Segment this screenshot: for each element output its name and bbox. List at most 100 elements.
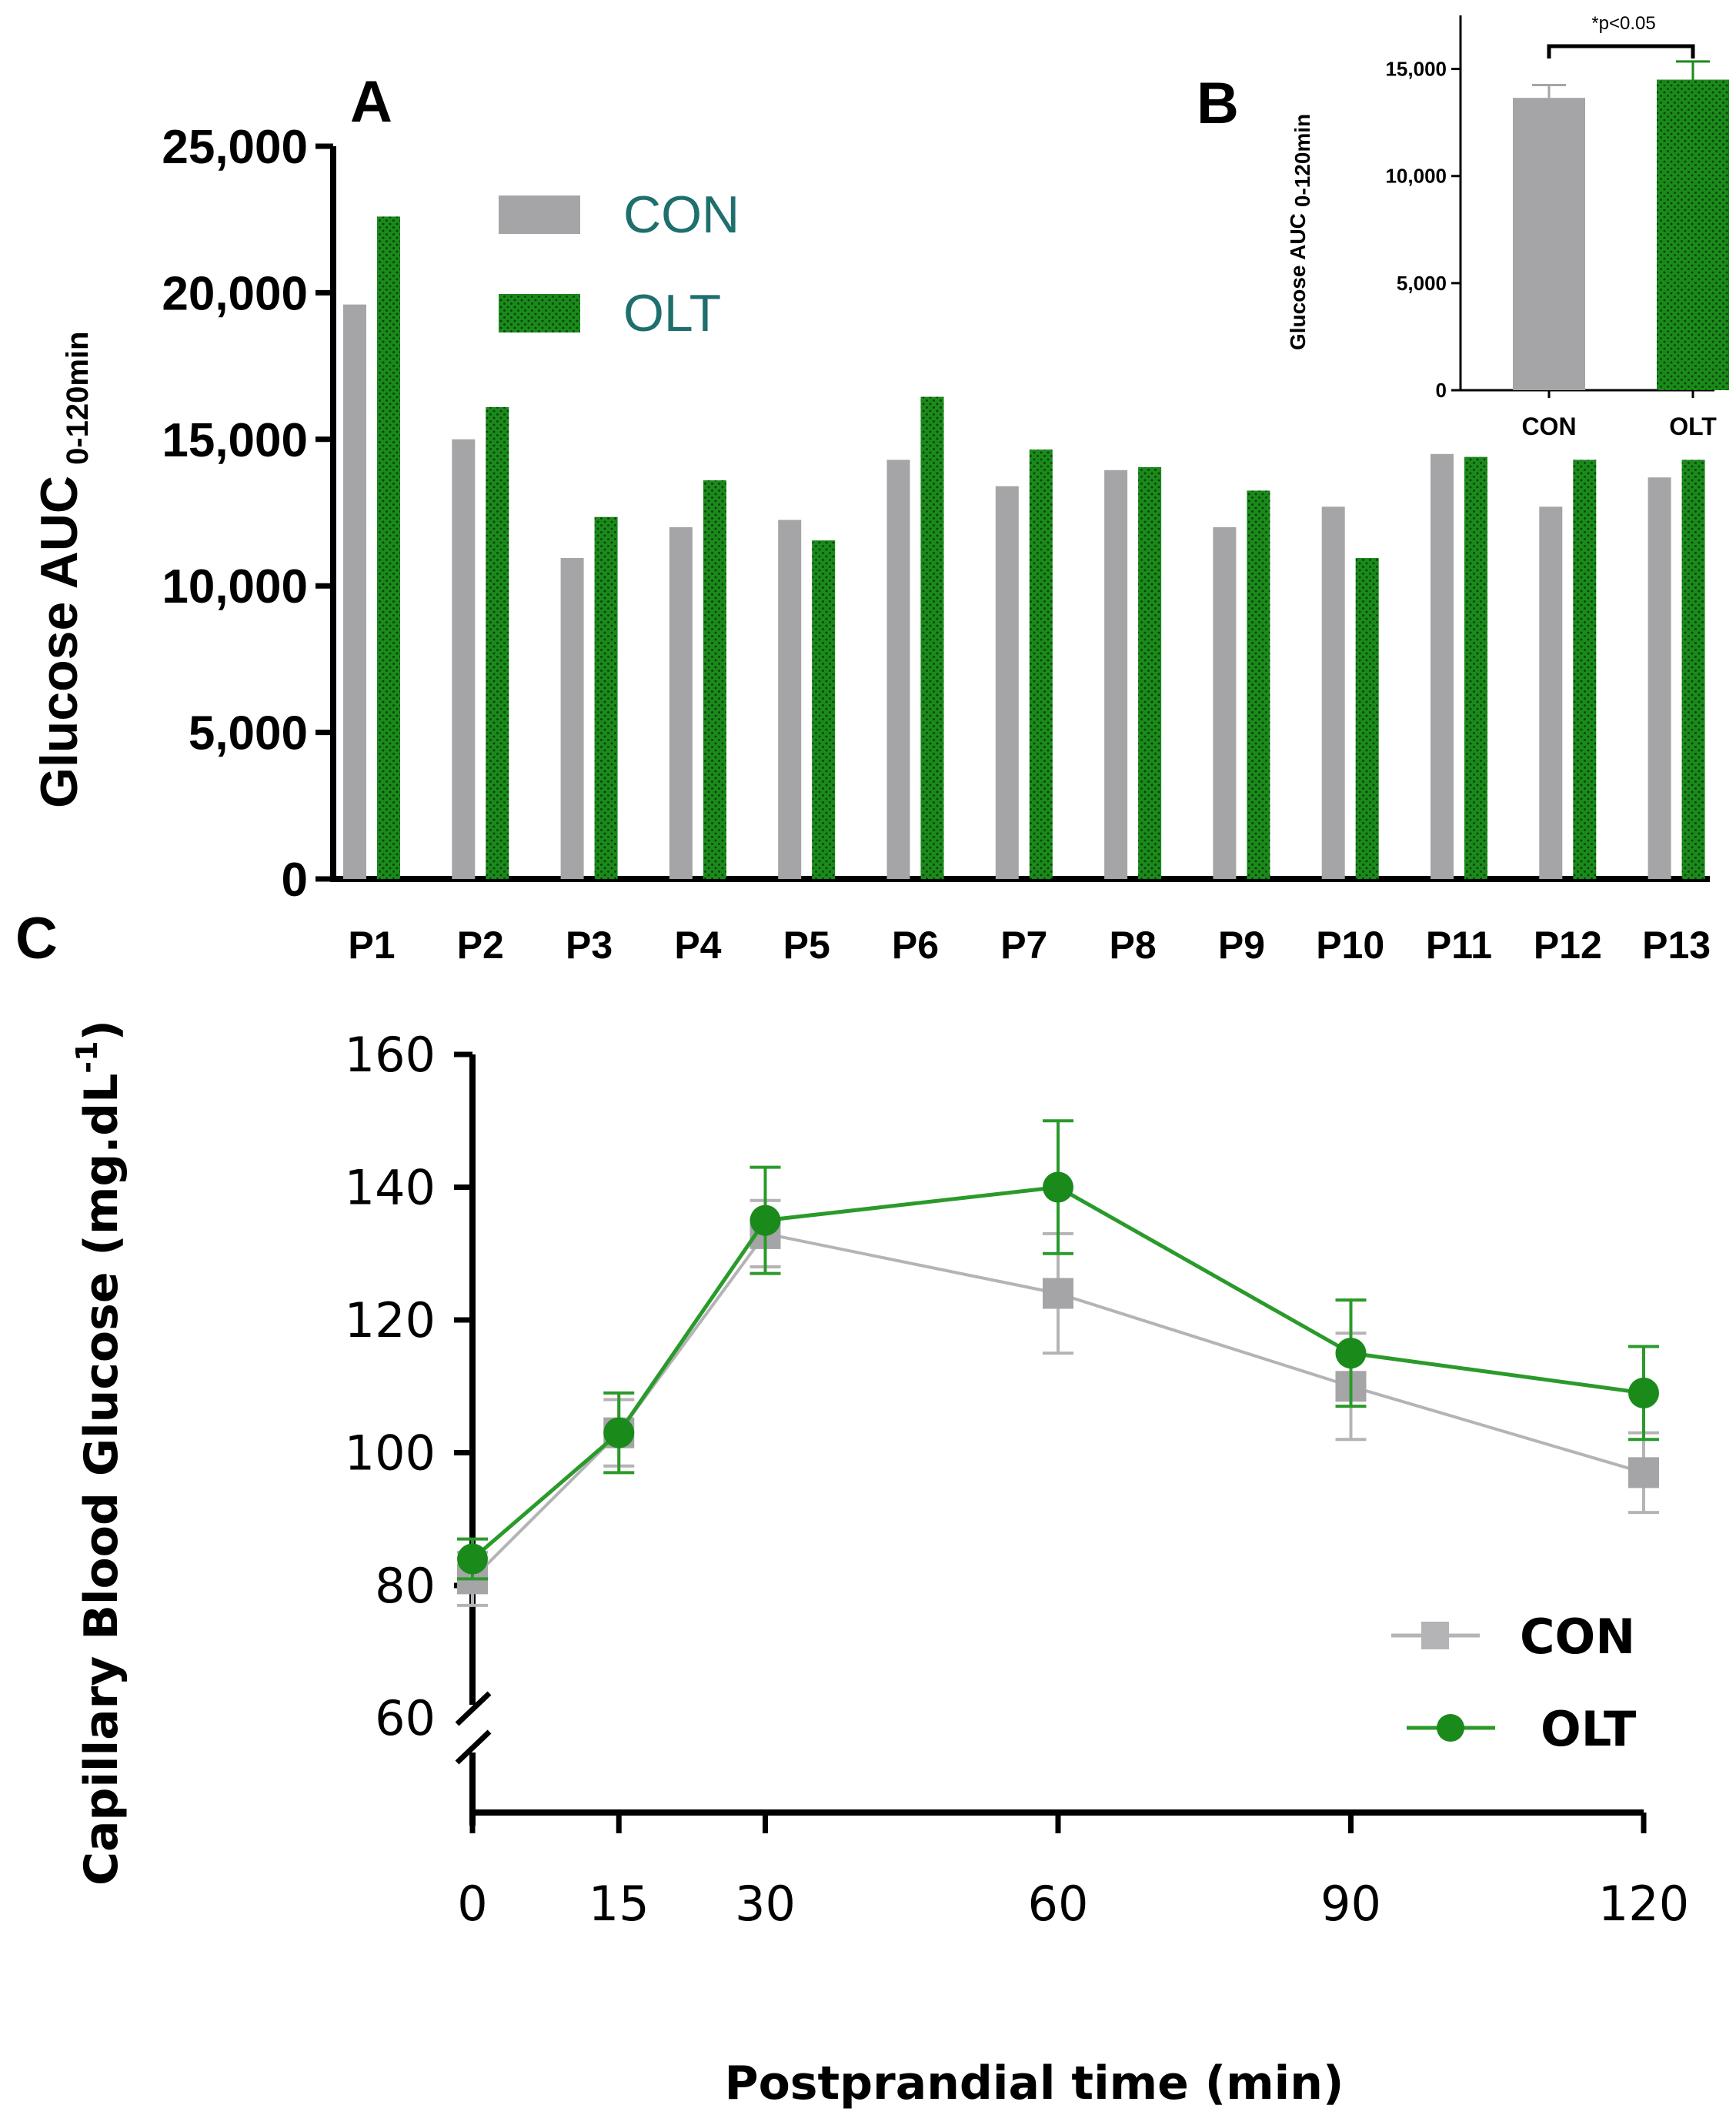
panel-a-x-tick-label: P8	[1110, 924, 1157, 967]
panel-a-x-tick-label: P13	[1642, 924, 1711, 967]
panel-c-point-olt	[457, 1543, 488, 1575]
panel-a-x-tick-label: P6	[892, 924, 939, 967]
panel-a-bar-olt	[1681, 459, 1705, 879]
panel-a-bar-con	[452, 439, 476, 879]
panel-a-y-tick-label: 10,000	[162, 560, 308, 613]
panel-a-bar-olt	[920, 396, 944, 879]
panel-a-bar-olt	[594, 516, 618, 879]
panel-c-point-olt	[1628, 1377, 1659, 1408]
panel-a-bar-olt	[1138, 466, 1162, 879]
panel-a-bar-chart: 0 5,000 10,000 15,000 20,000 25,000 P1 P2 P3 P4 P…	[30, 121, 1711, 967]
panel-b-x-tick-label: OLT	[1669, 413, 1717, 440]
panel-c-point-con	[1628, 1457, 1659, 1489]
panel-b-y-axis-title: Glucose AUC 0-120min	[1286, 114, 1314, 350]
panel-a-bar-con	[1431, 453, 1454, 879]
panel-b-y-axis-title-main: Glucose AUC	[1286, 213, 1310, 350]
panel-a-x-tick-label: P7	[1000, 924, 1047, 967]
panel-b-y-tick-label: 10,000	[1385, 165, 1447, 188]
panel-a-x-tick-label: P1	[348, 924, 395, 967]
panel-c-y-tick-label: 140	[345, 1160, 436, 1216]
panel-c-y-axis-title: Capillary Blood Glucose (mg.dL-1)	[70, 1020, 129, 1886]
panel-a-bar-con	[1539, 506, 1563, 879]
panel-b-significance-label: *p<0.05	[1591, 13, 1655, 34]
panel-c-point-olt	[1043, 1171, 1073, 1203]
panel-a-x-tick-label: P11	[1426, 924, 1492, 967]
panel-c-point-olt	[603, 1417, 635, 1448]
panel-a-x-tick-label: P10	[1316, 924, 1384, 967]
panel-c-x-tick-label: 120	[1598, 1876, 1689, 1932]
panel-c-point-con	[1043, 1278, 1073, 1309]
panel-label-b: B	[1197, 71, 1239, 136]
panel-a-y-tick-label: 5,000	[189, 707, 308, 760]
panel-b-bar-con	[1513, 98, 1585, 390]
panel-c-x-tick-label: 15	[589, 1876, 649, 1932]
panel-b-bar-olt	[1657, 79, 1729, 390]
panel-c-legend-con-label: CON	[1520, 1609, 1635, 1665]
panel-a-bar-con	[995, 486, 1019, 879]
panel-a-legend-olt-label: OLT	[623, 284, 721, 342]
panel-b-y-tick-label: 15,000	[1385, 58, 1447, 81]
panel-c-legend-olt-marker	[1437, 1714, 1464, 1742]
panel-a-bar-con	[343, 304, 366, 880]
panel-a-bar-olt	[1464, 456, 1487, 879]
panel-a-bar-con	[669, 527, 693, 879]
panel-a-y-tick-label: 0	[282, 854, 308, 907]
panel-a-y-tick-label: 20,000	[162, 267, 308, 320]
panel-a-bar-olt	[1247, 490, 1270, 879]
panel-c-x-tick-label: 60	[1028, 1876, 1089, 1932]
panel-label-a: A	[350, 69, 392, 135]
panel-a-y-tick-label: 25,000	[162, 121, 308, 174]
panel-c-y-tick-label: 80	[375, 1558, 436, 1614]
panel-a-bar-con	[778, 520, 802, 879]
panel-b-significance-bracket	[1547, 44, 1695, 58]
panel-a-x-tick-label: P5	[783, 924, 830, 967]
panel-c-legend-olt-label: OLT	[1541, 1701, 1636, 1757]
panel-a-y-axis-title: Glucose AUC 0-120min	[30, 332, 95, 808]
panel-b-x-tick-label: CON	[1521, 413, 1576, 440]
panel-a-bar-con	[1648, 477, 1671, 879]
panel-c-y-tick-label: 60	[375, 1690, 436, 1746]
panel-b-bar-chart: 0 5,000 10,000 15,000 CON OLT Glucose AUC 0-1…	[1286, 13, 1729, 440]
panel-a-x-tick-label: P4	[674, 924, 721, 967]
panel-c-y-tick-label: 160	[345, 1027, 436, 1083]
panel-c-axis-break	[455, 1691, 492, 1765]
panel-a-bar-con	[560, 558, 584, 879]
panel-a-x-tick-label: P12	[1534, 924, 1602, 967]
panel-a-legend-olt-swatch	[499, 294, 580, 332]
panel-a-legend-con-label: CON	[623, 185, 739, 244]
panel-c-y-axis-title-sup: -1	[70, 1041, 104, 1073]
panel-label-c: C	[15, 906, 58, 971]
panel-c-point-olt	[1335, 1338, 1367, 1369]
panel-a-bar-con	[1104, 469, 1128, 879]
panel-a-x-tick-label: P3	[566, 924, 613, 967]
panel-c-line-olt	[471, 1184, 1644, 1561]
panel-c-y-tick-label: 100	[345, 1425, 436, 1482]
panel-a-y-tick-label: 15,000	[162, 414, 308, 467]
panel-c-x-tick-label: 90	[1320, 1876, 1381, 1932]
panel-b-y-tick-label: 5,000	[1397, 272, 1447, 295]
panel-a-bar-olt	[1355, 558, 1379, 879]
panel-a-bar-olt	[1029, 449, 1053, 879]
panel-a-y-axis-title-sub: 0-120min	[61, 332, 95, 465]
panel-c-line-chart: 60 80 100 120 140 160 0 15 30 60 90 120 Capillary …	[70, 1020, 1689, 2110]
panel-b-y-tick-label: 0	[1436, 379, 1447, 402]
panel-a-bar-con	[1321, 506, 1345, 879]
panel-a-y-axis-title-main: Glucose AUC	[30, 476, 88, 808]
panel-c-y-axis-title-close: )	[75, 1020, 129, 1041]
panel-a-bar-olt	[703, 480, 726, 879]
panel-c-x-tick-label: 30	[735, 1876, 796, 1932]
panel-a-bar-con	[1213, 527, 1237, 879]
panel-a-legend-con-swatch	[499, 195, 580, 234]
panel-b-y-axis-title-sub: 0-120min	[1290, 114, 1314, 207]
panel-c-point-olt	[749, 1205, 781, 1236]
panel-a-x-tick-label: P9	[1218, 924, 1265, 967]
panel-c-x-tick-label: 0	[457, 1876, 487, 1932]
panel-a-x-tick-label: P2	[457, 924, 504, 967]
panel-a-bar-olt	[1573, 459, 1597, 879]
panel-a-bar-con	[886, 459, 910, 879]
panel-c-line-con	[471, 1231, 1644, 1580]
panel-a-bar-olt	[486, 406, 509, 879]
panel-c-x-axis-title: Postprandial time (min)	[725, 2057, 1344, 2110]
panel-c-y-axis-title-main: Capillary Blood Glucose (mg.dL	[75, 1074, 129, 1886]
